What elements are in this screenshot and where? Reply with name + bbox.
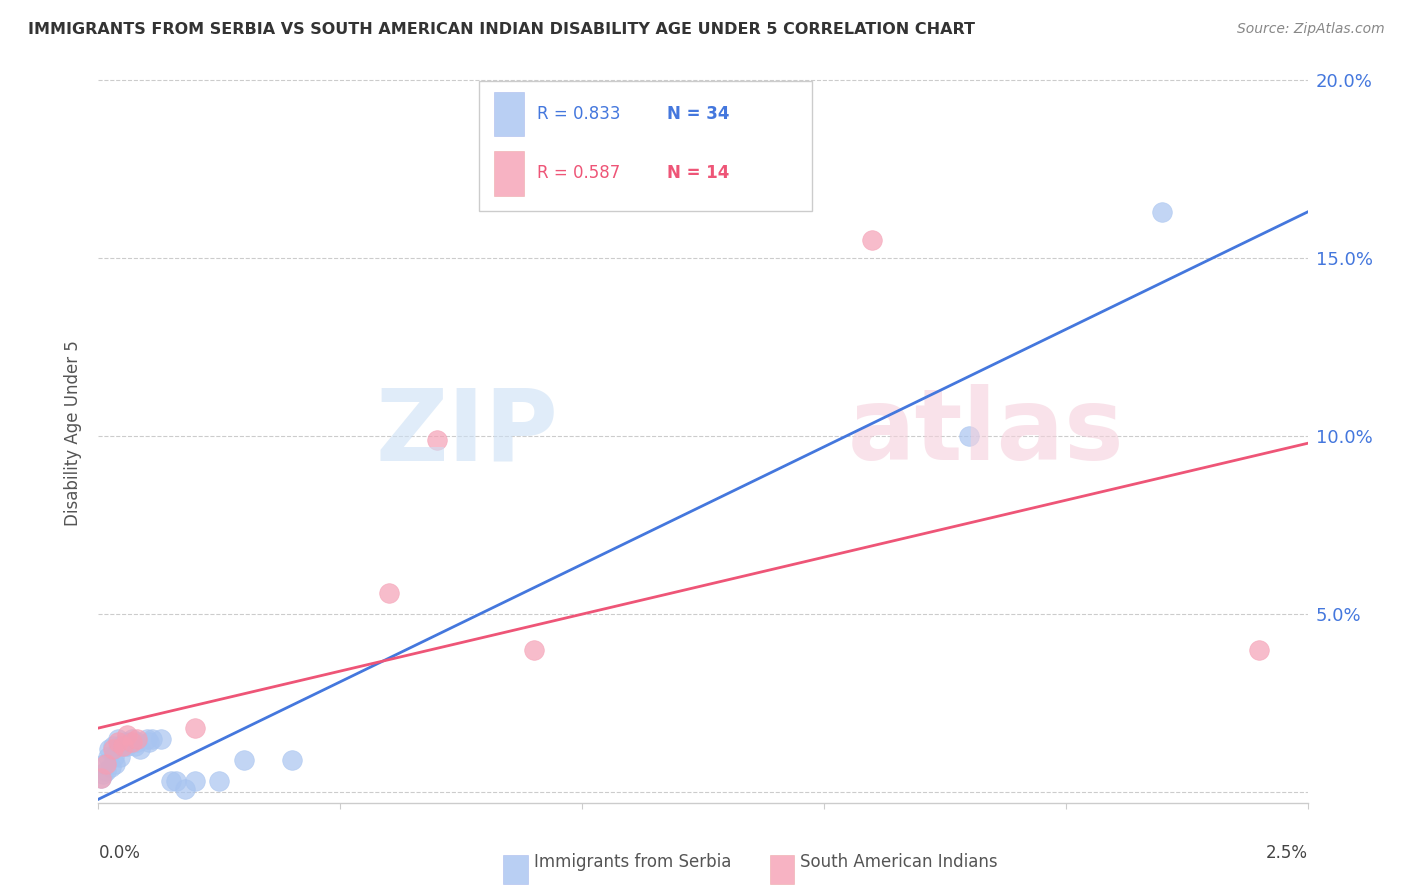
Point <box>138 735 160 749</box>
Point <box>107 735 129 749</box>
Text: South American Indians: South American Indians <box>800 853 997 871</box>
Point <box>104 756 127 771</box>
Point <box>118 735 141 749</box>
Point <box>93 756 115 771</box>
Point <box>94 756 117 771</box>
Point <box>107 739 129 753</box>
Text: 0.0%: 0.0% <box>98 844 141 862</box>
Point <box>90 771 112 785</box>
Point <box>107 731 129 746</box>
Text: N = 14: N = 14 <box>666 164 730 183</box>
Text: Source: ZipAtlas.com: Source: ZipAtlas.com <box>1237 22 1385 37</box>
Text: IMMIGRANTS FROM SERBIA VS SOUTH AMERICAN INDIAN DISABILITY AGE UNDER 5 CORRELATI: IMMIGRANTS FROM SERBIA VS SOUTH AMERICAN… <box>28 22 976 37</box>
Point <box>100 760 122 774</box>
Point <box>208 774 231 789</box>
Bar <box>494 92 524 136</box>
Point <box>150 731 173 746</box>
Point <box>103 749 125 764</box>
Point <box>377 586 399 600</box>
Point <box>165 774 187 789</box>
Point <box>121 731 143 746</box>
Point <box>957 429 980 443</box>
Y-axis label: Disability Age Under 5: Disability Age Under 5 <box>65 340 83 525</box>
Point <box>174 781 197 796</box>
Point <box>111 739 134 753</box>
Text: atlas: atlas <box>848 384 1125 481</box>
Point <box>117 728 139 742</box>
Text: Immigrants from Serbia: Immigrants from Serbia <box>534 853 731 871</box>
Point <box>114 735 136 749</box>
Point <box>111 739 134 753</box>
Point <box>141 731 163 746</box>
Text: N = 34: N = 34 <box>666 105 730 123</box>
Text: ZIP: ZIP <box>375 384 558 481</box>
Point <box>98 742 121 756</box>
Point <box>160 774 183 789</box>
Point <box>135 731 157 746</box>
Point <box>97 749 120 764</box>
Text: R = 0.587: R = 0.587 <box>537 164 620 183</box>
Point <box>1249 642 1271 657</box>
Text: 2.5%: 2.5% <box>1265 844 1308 862</box>
Point <box>108 749 131 764</box>
Bar <box>494 152 524 195</box>
Point <box>184 721 207 735</box>
Bar <box>769 855 794 884</box>
Point <box>94 764 117 778</box>
Point <box>127 735 149 749</box>
Point <box>90 771 112 785</box>
Point <box>101 739 124 753</box>
Point <box>124 739 146 753</box>
FancyBboxPatch shape <box>479 81 811 211</box>
Point <box>117 739 139 753</box>
Point <box>101 742 124 756</box>
Point <box>128 742 150 756</box>
Text: R = 0.833: R = 0.833 <box>537 105 621 123</box>
Point <box>426 433 449 447</box>
Point <box>860 234 883 248</box>
Point <box>127 731 149 746</box>
Bar <box>503 855 527 884</box>
Point <box>184 774 207 789</box>
Point <box>232 753 254 767</box>
Point <box>281 753 304 767</box>
Point <box>91 767 114 781</box>
Point <box>121 735 143 749</box>
Point <box>523 642 546 657</box>
Point <box>1152 205 1174 219</box>
